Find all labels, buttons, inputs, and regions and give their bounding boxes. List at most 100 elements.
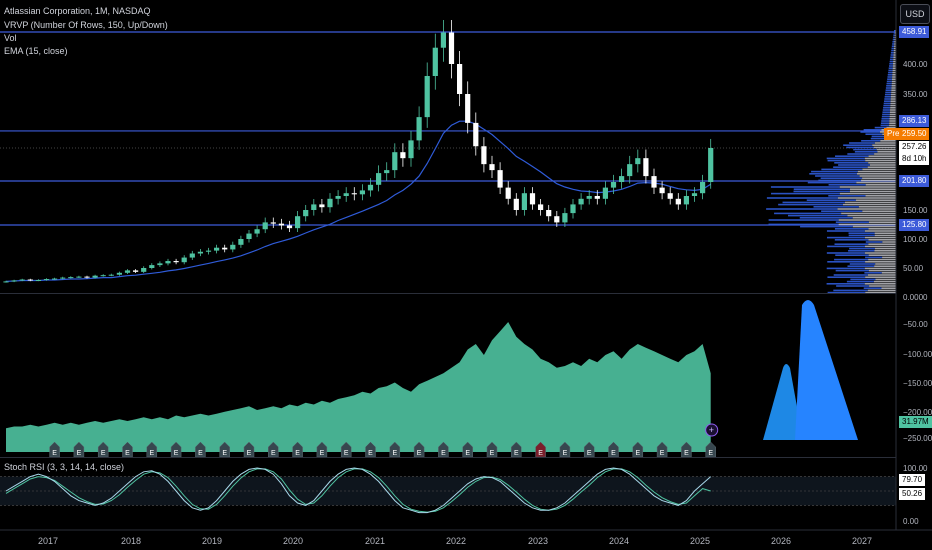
candle-body — [108, 274, 114, 276]
candle-body — [124, 270, 131, 273]
volume-profile-row — [863, 129, 882, 131]
volume-profile-row — [891, 82, 896, 85]
volume-profile-row — [837, 208, 896, 210]
candle-body — [359, 190, 365, 195]
volume-profile-row — [884, 100, 891, 102]
earnings-badge-letter: E — [101, 450, 106, 457]
volume-profile-row — [838, 223, 896, 226]
volume-profile-row — [880, 140, 896, 142]
volume-profile-row — [893, 36, 895, 39]
volume-profile-row — [846, 146, 874, 149]
ema-legend[interactable]: EMA (15, close) — [4, 46, 68, 56]
volume-profile-row — [889, 124, 896, 127]
volume-profile-row — [849, 188, 896, 190]
volume-profile-row — [869, 285, 896, 287]
candle-body — [133, 270, 139, 272]
volume-profile-row — [853, 148, 877, 151]
volume-profile-row — [886, 85, 892, 87]
earnings-badge: E — [656, 441, 668, 458]
stoch-d-value-tag: 50.26 — [899, 488, 926, 500]
volume-profile-row — [867, 289, 896, 292]
volume-profile-row — [839, 192, 896, 195]
volume-profile-row — [894, 34, 896, 36]
pane-divider-stoch[interactable] — [0, 457, 896, 458]
mid-level-tag: 201.80 — [899, 175, 930, 187]
volume-profile-row — [827, 261, 866, 263]
volume-profile-row — [766, 208, 838, 210]
volume-profile-row — [891, 45, 895, 47]
earnings-badge: E — [243, 441, 255, 458]
earnings-badge-letter: E — [611, 450, 616, 457]
volume-profile-row — [844, 201, 896, 204]
volume-profile-row — [868, 239, 896, 241]
volume-profile-row — [838, 219, 896, 221]
candle-body — [675, 198, 681, 205]
top-level-tag: 458.91 — [899, 26, 930, 38]
volume-profile-row — [892, 43, 895, 45]
volume-profile-row — [821, 210, 863, 212]
candle-body — [497, 170, 503, 188]
candle-body — [165, 261, 171, 264]
candle-body — [546, 210, 552, 217]
pre-market-price-tag: 259.50 — [899, 128, 930, 140]
candle-body — [529, 193, 536, 205]
volume-profile-row — [864, 252, 896, 254]
earnings-badge-shape — [438, 441, 449, 458]
volume-profile-row — [826, 236, 865, 239]
stoch-rsi-legend[interactable]: Stoch RSI (3, 3, 14, 14, close) — [4, 462, 125, 472]
future-earnings-icon — [705, 423, 719, 437]
volume-profile-row — [890, 104, 896, 107]
volume-profile-row — [793, 188, 850, 190]
volume-profile-row — [834, 162, 869, 164]
volume-profile-row — [881, 120, 890, 122]
volume-profile-row — [865, 159, 896, 162]
currency-button[interactable]: USD — [900, 4, 930, 24]
volume-profile-row — [815, 175, 860, 177]
volume-profile-row — [857, 170, 896, 173]
candle-body — [319, 204, 325, 208]
candle-body — [157, 263, 163, 266]
earnings-badge-letter: E — [271, 450, 276, 457]
volume-profile-row — [828, 184, 866, 186]
volume-profile-row — [820, 177, 863, 179]
volume-profile-row — [890, 102, 896, 105]
earnings-badge-letter: E — [174, 450, 179, 457]
earnings-badge-shape — [49, 441, 60, 458]
volume-profile-row — [874, 153, 896, 155]
volume-profile-row — [766, 197, 838, 199]
volume-profile-row — [865, 256, 883, 259]
volume-profile-row — [889, 60, 894, 63]
volume-profile-row — [893, 52, 896, 54]
volume-profile-row — [862, 210, 896, 212]
volume-profile-row — [834, 228, 869, 230]
pane-divider-volume[interactable] — [0, 293, 896, 294]
candle-body — [505, 187, 511, 199]
candle-body — [691, 193, 698, 197]
volume-profile-row — [768, 223, 839, 226]
volume-profile-row — [778, 203, 843, 206]
volume-profile-row — [889, 63, 893, 65]
vrvp-legend[interactable]: VRVP (Number Of Rows, 150, Up/Down) — [4, 20, 168, 30]
volume-value-tag: 31.97M — [899, 416, 932, 428]
volume-profile-row — [833, 274, 868, 276]
earnings-badge: E — [73, 441, 85, 458]
volume-profile-row — [863, 287, 882, 289]
volume-profile-row — [889, 122, 896, 124]
volume-profile-row — [856, 173, 896, 175]
earnings-badge: E — [97, 441, 109, 458]
time-axis-label: 2024 — [609, 536, 629, 546]
volume-legend[interactable]: Vol — [4, 33, 17, 43]
volume-profile-row — [881, 118, 890, 120]
earnings-badge: E — [195, 441, 206, 458]
candle-body — [254, 229, 260, 234]
volume-profile-row — [849, 190, 896, 193]
volume-profile-row — [828, 195, 866, 197]
volume-profile-row — [793, 190, 850, 193]
symbol-legend[interactable]: Atlassian Corporation, 1M, NASDAQ — [4, 6, 151, 16]
earnings-badge: E — [705, 441, 716, 458]
earnings-badge-letter: E — [222, 450, 227, 457]
volume-profile-row — [870, 137, 885, 140]
candle-body — [376, 173, 382, 185]
candle-body — [667, 193, 673, 199]
